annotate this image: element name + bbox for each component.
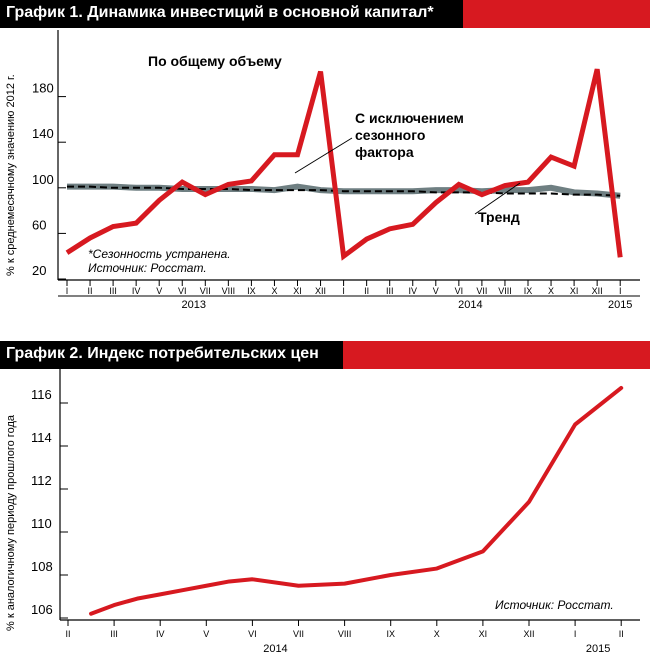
chart1-y-tick-label: 100 (32, 172, 54, 187)
chart1-label-seasonal-1: С исключением (355, 110, 464, 126)
chart1-x-tick-label: I (66, 286, 69, 296)
chart1-x-tick-label: X (271, 286, 277, 296)
chart1-x-tick-label: VIII (222, 286, 236, 296)
chart2-x-tick-label: VIII (338, 629, 352, 639)
chart2-y-tick-label: 116 (31, 387, 52, 402)
chart2-title-bar: График 2. Индекс потребительских цен (0, 341, 650, 369)
chart2-source: Источник: Росстат. (495, 598, 614, 612)
chart1-title-bar: График 1. Динамика инвестиций в основной… (0, 0, 650, 28)
chart1-x-tick-label: XII (592, 286, 603, 296)
chart1-x-tick-label: III (386, 286, 394, 296)
chart2-title: График 2. Индекс потребительских цен (6, 345, 319, 362)
chart2-x-tick-label: II (619, 629, 624, 639)
chart1-year-label: 2013 (182, 299, 206, 311)
chart1-x-tick-label: IV (132, 286, 141, 296)
chart2-x-tick-label: IX (386, 629, 395, 639)
chart2-x-tick-label: II (65, 629, 70, 639)
chart2-y-tick-label: 110 (31, 516, 52, 531)
chart2-title-black-block (0, 341, 343, 369)
chart1-x-tick-label: IX (524, 286, 533, 296)
chart2-year-label: 2015 (586, 643, 610, 655)
chart1-y-tick-label: 180 (32, 81, 54, 96)
chart1-y-tick-label: 140 (32, 126, 54, 141)
chart2-series-cpi-line (89, 385, 624, 616)
chart2-y-tick-label: 114 (31, 430, 52, 445)
chart1-x-tick-label: VII (200, 286, 211, 296)
chart1-x-tick-label: VI (455, 286, 464, 296)
chart2-y-tick-label: 108 (31, 559, 53, 574)
chart1-x-tick-label: V (433, 286, 439, 296)
chart1-title: График 1. Динамика инвестиций в основной… (6, 4, 434, 21)
chart2-y-tick-label: 106 (31, 602, 53, 617)
chart1-x-tick-label: X (548, 286, 554, 296)
chart1-title-black-block (0, 0, 463, 28)
chart2-year-label: 2014 (263, 643, 287, 655)
chart1-x-tick-label: I (619, 286, 622, 296)
chart2-x-tick-label: III (110, 629, 118, 639)
chart1-source: Источник: Росстат. (88, 261, 207, 275)
chart1-series-trend-line (67, 185, 621, 197)
chart1-year-label: 2014 (458, 299, 482, 311)
chart2-x-tick-label: V (203, 629, 209, 639)
chart1-note: *Сезонность устранена. (88, 247, 231, 261)
chart1-y-tick-label: 20 (32, 263, 46, 278)
chart1-x-tick-label: V (156, 286, 162, 296)
chart1-series-total-line (65, 68, 623, 261)
chart1-x-tick-label: II (88, 286, 93, 296)
chart1-y-tick-label: 60 (32, 217, 46, 232)
chart1-x-tick-label: VI (178, 286, 187, 296)
chart1-x-tick-label: XII (315, 286, 326, 296)
chart1-x-tick-label: VIII (498, 286, 512, 296)
chart1-x-tick-label: III (109, 286, 117, 296)
chart2-y-axis-label: % к аналогичному периоду прошлого года (5, 414, 17, 631)
chart1-x-tick-label: I (342, 286, 345, 296)
chart2-y-tick-label: 112 (31, 473, 52, 488)
chart1-year-label: 2015 (608, 299, 632, 311)
chart1-x-tick-label: VII (476, 286, 487, 296)
chart1-plot: 20 60 100 140 180 % к среднемесячному значени… (5, 30, 640, 311)
chart1-x-tick-label: IX (247, 286, 256, 296)
chart2-x-tick-label: XI (479, 629, 488, 639)
chart1-x-tick-label: II (364, 286, 369, 296)
chart2-x-tick-label: XII (523, 629, 534, 639)
chart1-x-tick-label: XI (570, 286, 579, 296)
chart2-plot: 106 108 110 112 114 116 % к аналогичному перио… (5, 369, 640, 655)
chart1-y-axis-label: % к среднемесячному значению 2012 г. (5, 74, 17, 276)
chart2-x-tick-label: X (434, 629, 440, 639)
chart2-x-tick-label: VII (293, 629, 304, 639)
chart1-seasonal-pointer (294, 137, 353, 174)
chart1-x-tick-label: XI (293, 286, 302, 296)
chart1-label-total: По общему объему (148, 53, 282, 69)
chart1-label-trend: Тренд (478, 209, 520, 225)
chart2-x-tick-label: I (574, 629, 577, 639)
chart2-x-tick-label: VI (248, 629, 257, 639)
chart1-label-seasonal-3: фактора (355, 144, 414, 160)
chart1-x-tick-label: IV (408, 286, 417, 296)
chart2-title-red-block (343, 341, 650, 369)
chart2-x-tick-label: IV (156, 629, 165, 639)
chart1-label-seasonal-2: сезонного (355, 127, 425, 143)
chart1-title-red-block (463, 0, 650, 28)
chart1-trend-pointer (474, 182, 521, 215)
